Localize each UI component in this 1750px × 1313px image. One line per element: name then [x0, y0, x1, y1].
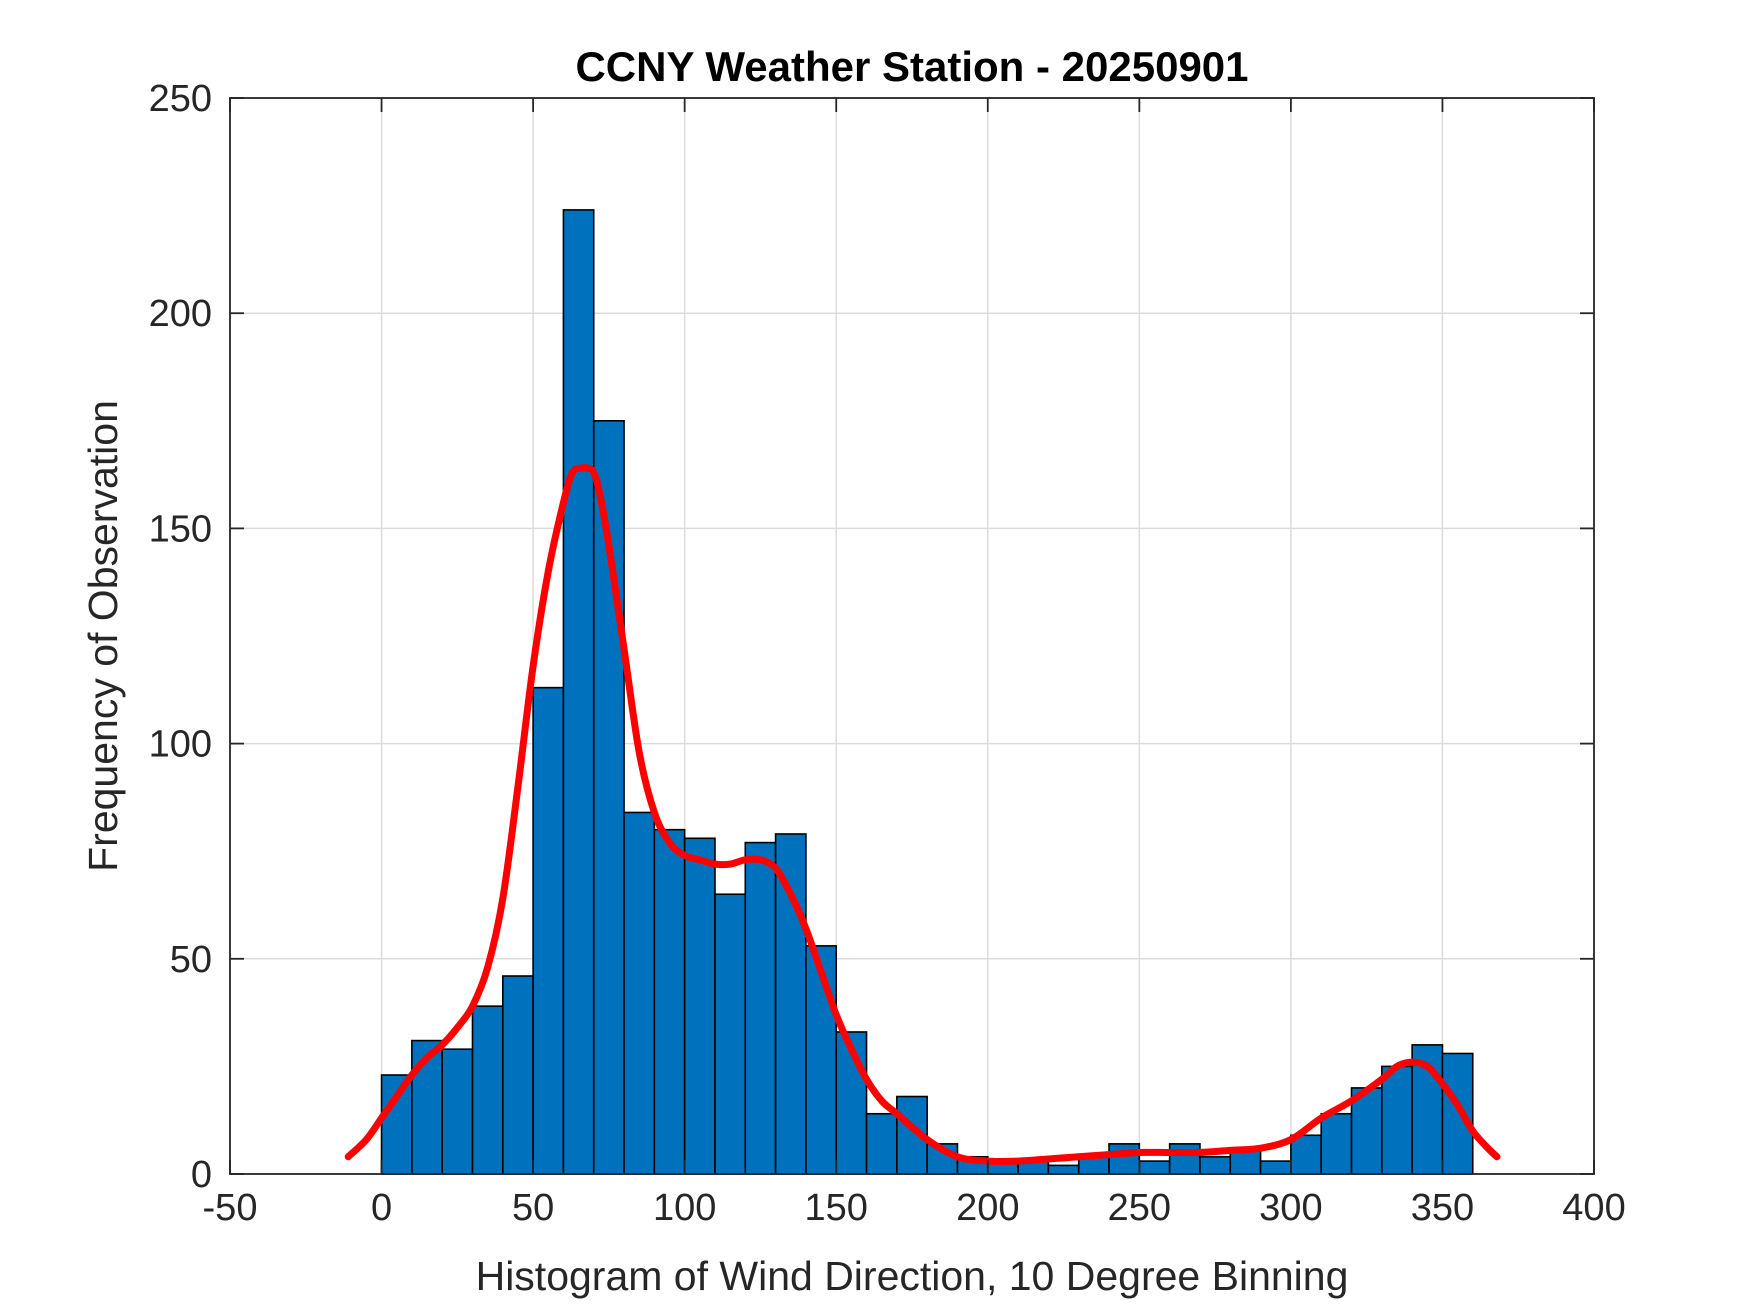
histogram-bar [1259, 1160, 1292, 1175]
density-curve-group [344, 464, 1501, 1166]
axis-ticks [229, 97, 1595, 1175]
plot-area [230, 98, 1594, 1174]
x-tick-label: -50 [203, 1187, 258, 1229]
histogram-bar [532, 686, 565, 1175]
histogram-bar [1108, 1143, 1141, 1175]
x-tick-label: 400 [1562, 1187, 1625, 1229]
y-tick-label: 0 [191, 1154, 212, 1196]
x-tick-label: 300 [1259, 1187, 1322, 1229]
histogram-bar [562, 209, 595, 1175]
y-axis-label: Frequency of Observation [80, 400, 126, 872]
histogram-bar [1168, 1143, 1201, 1175]
histogram-bar [380, 1074, 413, 1175]
histogram-bar [774, 833, 807, 1175]
x-tick-label: 100 [653, 1187, 716, 1229]
x-axis-label: Histogram of Wind Direction, 10 Degree B… [476, 1253, 1349, 1299]
histogram-bar [1047, 1164, 1080, 1175]
histogram-bar [1320, 1112, 1353, 1175]
histogram-bars [380, 209, 1474, 1175]
histogram-bar [1441, 1052, 1474, 1175]
density-curve-line [344, 464, 1501, 1166]
y-tick-label: 100 [149, 724, 212, 766]
y-tick-label: 150 [149, 508, 212, 550]
histogram-bar [1138, 1160, 1171, 1175]
histogram-bar [1381, 1065, 1413, 1175]
x-tick-label: 0 [371, 1187, 392, 1229]
x-tick-label: 200 [956, 1187, 1019, 1229]
histogram-bar [1290, 1134, 1323, 1175]
histogram-bar [865, 1112, 898, 1175]
tick-labels: -50 0 50 100 150 200 250 300 350 4000501001502002… [149, 78, 1626, 1229]
histogram-bar [714, 893, 747, 1175]
y-tick-label: 50 [170, 939, 212, 981]
histogram-bar [501, 975, 534, 1175]
histogram-bar [653, 828, 686, 1175]
plot-frame [229, 97, 1595, 1175]
x-tick-label: 150 [805, 1187, 868, 1229]
x-tick-label: 50 [512, 1187, 554, 1229]
histogram-bar [805, 945, 838, 1175]
histogram-bar [1199, 1155, 1232, 1175]
histogram-bar [744, 841, 777, 1175]
histogram-bar [683, 837, 716, 1175]
histogram-bar [441, 1048, 474, 1175]
chart-title: CCNY Weather Station - 20250901 [575, 43, 1248, 90]
histogram-bar [623, 811, 656, 1175]
y-tick-label: 250 [149, 78, 212, 120]
histogram-bar [471, 1005, 504, 1175]
x-tick-label: 250 [1108, 1187, 1171, 1229]
y-tick-label: 200 [149, 293, 212, 335]
x-tick-label: 350 [1411, 1187, 1474, 1229]
